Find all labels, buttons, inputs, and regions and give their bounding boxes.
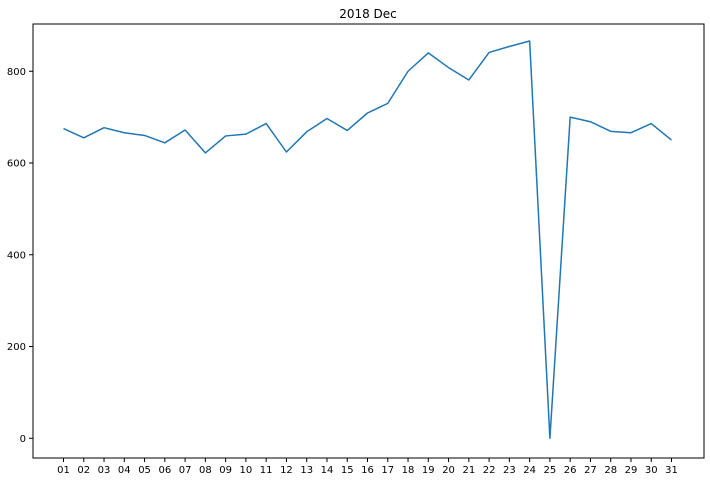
x-tick-label: 15 [341,465,354,476]
x-tick-label: 02 [77,465,90,476]
plot-frame [32,23,705,459]
x-tick-label: 09 [219,465,232,476]
x-tick-label: 12 [280,465,293,476]
x-tick-label: 21 [462,465,475,476]
chart-title: 2018 Dec [339,7,397,21]
x-tick-label: 23 [503,465,516,476]
x-tick-label: 26 [564,465,577,476]
y-tick-label: 400 [7,250,26,261]
x-tick-label: 11 [260,465,273,476]
x-tick-label: 03 [98,465,111,476]
x-tick-label: 19 [422,465,435,476]
x-tick-label: 18 [402,465,415,476]
x-tick-label: 20 [442,465,455,476]
x-tick-label: 14 [321,465,334,476]
x-tick-label: 27 [584,465,597,476]
y-tick-label: 0 [20,434,26,445]
series-line [63,40,672,440]
x-tick-label: 01 [57,465,70,476]
x-tick-label: 25 [544,465,557,476]
x-tick-label: 10 [240,465,253,476]
x-tick-label: 28 [604,465,617,476]
x-tick-label: 24 [523,465,536,476]
x-tick-label: 30 [645,465,658,476]
x-tick-label: 22 [483,465,496,476]
y-tick-label: 600 [7,159,26,170]
y-tick-label: 200 [7,342,26,353]
x-tick-label: 07 [179,465,192,476]
x-tick-label: 05 [138,465,151,476]
x-tick-label: 13 [300,465,313,476]
x-tick-label: 31 [665,465,678,476]
x-tick-label: 17 [381,465,394,476]
x-tick-label: 29 [625,465,638,476]
plot-area: 0 200 400 600 800 01 02 03 04 05 06 07 08 09 10 11 12 13 1… [7,23,705,476]
x-tick-label: 06 [158,465,171,476]
x-tick-label: 04 [118,465,131,476]
y-tick-label: 800 [7,67,26,78]
x-tick-label: 16 [361,465,374,476]
x-tick-label: 08 [199,465,212,476]
